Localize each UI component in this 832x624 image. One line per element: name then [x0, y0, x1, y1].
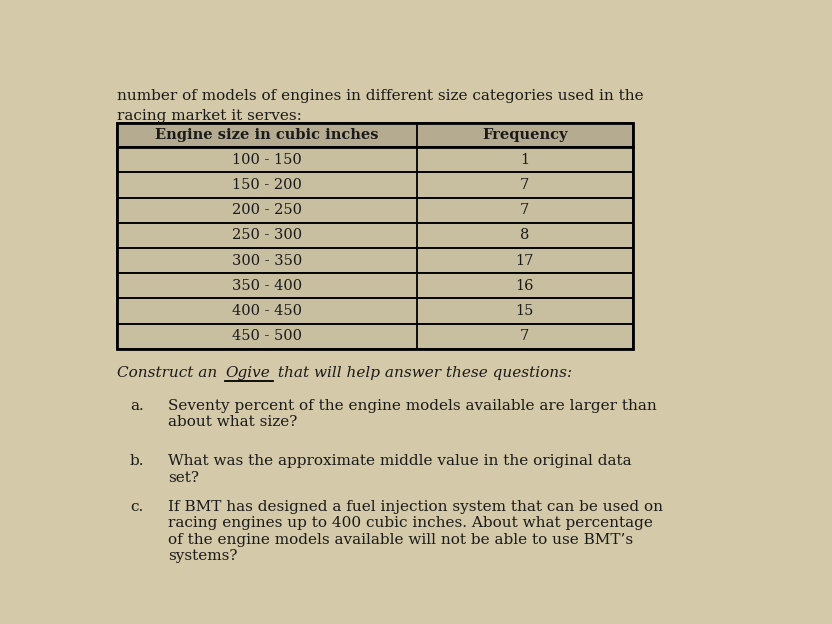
Text: 150 - 200: 150 - 200: [232, 178, 302, 192]
Text: Frequency: Frequency: [482, 128, 567, 142]
Text: 250 - 300: 250 - 300: [232, 228, 302, 242]
Text: 7: 7: [520, 329, 529, 343]
Bar: [116, 123, 633, 147]
Text: Engine size in cubic inches: Engine size in cubic inches: [155, 128, 379, 142]
Text: 15: 15: [516, 304, 534, 318]
Text: 7: 7: [520, 203, 529, 217]
Text: 100 - 150: 100 - 150: [232, 153, 302, 167]
Bar: [116, 198, 633, 223]
Text: 7: 7: [520, 178, 529, 192]
Text: b.: b.: [130, 454, 144, 469]
Text: c.: c.: [130, 500, 143, 514]
Text: 1: 1: [520, 153, 529, 167]
Text: racing market it serves:: racing market it serves:: [116, 109, 302, 122]
Bar: [116, 172, 633, 198]
Text: 17: 17: [516, 253, 534, 268]
Text: 16: 16: [516, 279, 534, 293]
Bar: [116, 248, 633, 273]
Text: 350 - 400: 350 - 400: [232, 279, 302, 293]
Text: 300 - 350: 300 - 350: [231, 253, 302, 268]
Text: 200 - 250: 200 - 250: [232, 203, 302, 217]
Bar: [116, 298, 633, 324]
Text: What was the approximate middle value in the original data
set?: What was the approximate middle value in…: [169, 454, 632, 485]
Bar: [116, 223, 633, 248]
Text: 8: 8: [520, 228, 529, 242]
Text: Ogive: Ogive: [225, 366, 270, 379]
Text: Construct an: Construct an: [116, 366, 222, 379]
Text: 450 - 500: 450 - 500: [232, 329, 302, 343]
Text: If BMT has designed a fuel injection system that can be used on
racing engines u: If BMT has designed a fuel injection sys…: [169, 500, 663, 563]
Text: that will help answer these questions:: that will help answer these questions:: [273, 366, 572, 379]
Text: 400 - 450: 400 - 450: [232, 304, 302, 318]
Bar: [116, 273, 633, 298]
Text: number of models of engines in different size categories used in the: number of models of engines in different…: [116, 89, 643, 104]
Text: Seventy percent of the engine models available are larger than
about what size?: Seventy percent of the engine models ava…: [169, 399, 657, 429]
Bar: [116, 324, 633, 349]
Bar: [116, 147, 633, 172]
Text: a.: a.: [130, 399, 144, 413]
